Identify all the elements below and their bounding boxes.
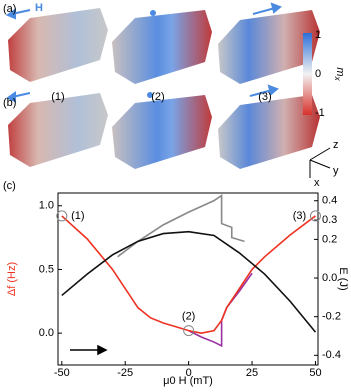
state-label: (2) — [151, 91, 164, 103]
prism — [218, 10, 320, 84]
colorbar-label: mx — [333, 67, 346, 81]
series-line — [117, 194, 245, 258]
arrow — [252, 7, 276, 15]
x-tick-label: -50 — [54, 367, 70, 379]
prism — [218, 95, 320, 169]
prism — [112, 95, 212, 169]
y-axis-label: Δf (Hz) — [6, 262, 18, 296]
plot-frame — [57, 192, 319, 366]
arrowhead — [270, 2, 282, 14]
state-annotation: (2) — [182, 311, 195, 323]
panel-label: (b) — [3, 97, 16, 109]
arrow — [249, 89, 273, 97]
state-marker — [183, 325, 195, 337]
state-marker — [309, 210, 321, 222]
x-tick-label: 25 — [246, 367, 258, 379]
direction-arrow — [70, 344, 108, 356]
arrowhead — [97, 344, 108, 356]
axes-triad — [309, 147, 331, 178]
y2-tick-label: -0.2 — [322, 311, 341, 323]
arrowhead — [5, 91, 16, 103]
y-tick-label: 0.5 — [39, 263, 54, 275]
state-label: (1) — [51, 91, 64, 103]
panel-label: (c) — [3, 180, 16, 192]
y-tick-label: 1.0 — [39, 200, 54, 212]
colorbar-label-main: m — [334, 67, 346, 76]
dot — [147, 92, 153, 98]
x-axis-label: μ0 H (mT) — [163, 375, 213, 387]
arrowhead — [5, 8, 16, 20]
arrowhead — [267, 84, 279, 96]
x-tick-label: 50 — [309, 367, 321, 379]
state-marker — [56, 210, 68, 222]
state-annotation: (1) — [71, 210, 84, 222]
x-tick-label: 0 — [186, 367, 192, 379]
state-label: (3) — [258, 91, 271, 103]
state-annotation: (3) — [293, 210, 306, 222]
prisms — [8, 8, 320, 169]
colorbar — [303, 33, 312, 115]
prism — [8, 93, 108, 167]
series-line — [61, 215, 316, 334]
colorbar-tick: -1 — [315, 107, 325, 119]
series-line — [61, 230, 317, 333]
axis-name: z — [333, 139, 339, 151]
y2-axis-label: E (J) — [337, 267, 349, 290]
prism — [112, 10, 212, 84]
panel-label: (a) — [3, 3, 16, 15]
axis-name: x — [314, 177, 320, 189]
x-tick-label: -25 — [117, 367, 133, 379]
axis-y — [309, 159, 331, 169]
y2-tick-label: 0.0 — [322, 272, 337, 284]
series-line — [188, 272, 253, 348]
axis-z — [309, 147, 331, 161]
y-tick-label: 0.0 — [39, 327, 54, 339]
field-arrows — [5, 2, 282, 103]
field-label: H — [35, 2, 43, 14]
prism — [8, 8, 108, 82]
colorbar-tick: 1 — [315, 29, 321, 41]
y2-tick-label: 0.3 — [322, 214, 337, 226]
colorbar-label-sub: x — [333, 76, 342, 82]
y2-tick-label: 0.4 — [322, 195, 337, 207]
y2-tick-label: -0.4 — [322, 349, 341, 361]
dot — [150, 10, 156, 16]
y2-tick-label: 0.2 — [322, 233, 337, 245]
colorbar-tick: 0 — [315, 68, 321, 80]
axis-name: y — [333, 165, 339, 177]
